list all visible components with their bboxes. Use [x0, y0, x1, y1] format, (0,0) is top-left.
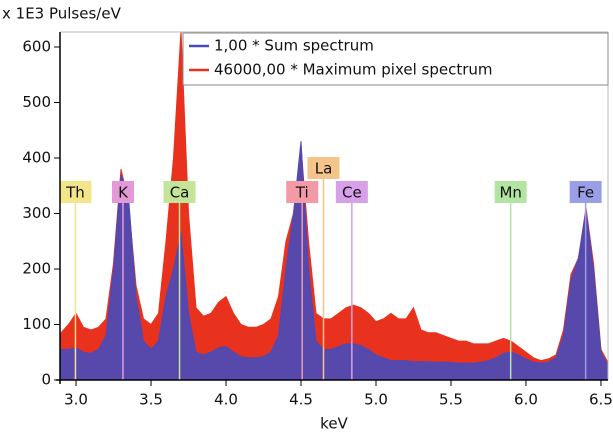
element-label: La — [315, 160, 333, 178]
y-tick-label: 300 — [22, 204, 51, 222]
y-axis-label: x 1E3 Pulses/eV — [2, 5, 122, 23]
element-label-box — [494, 181, 527, 203]
x-tick-label: 3.0 — [64, 391, 88, 409]
legend-label: 46000,00 * Maximum pixel spectrum — [214, 61, 493, 79]
x-tick-label: 6.0 — [514, 391, 538, 409]
x-tick-label: 5.0 — [364, 391, 388, 409]
element-label-box — [286, 181, 319, 203]
legend-label: 1,00 * Sum spectrum — [214, 37, 374, 55]
x-tick-label: 5.5 — [439, 391, 463, 409]
element-label-box — [163, 181, 196, 203]
element-label-box — [569, 181, 602, 203]
element-label: Fe — [577, 184, 594, 202]
element-label-box — [111, 181, 134, 203]
spectrum-area — [60, 141, 608, 380]
plot — [60, 32, 608, 380]
y-tick-label: 400 — [22, 148, 51, 166]
y-tick-label: 100 — [22, 315, 51, 333]
legend-box — [182, 32, 609, 86]
element-label: Th — [65, 184, 85, 202]
x-tick-label: 4.5 — [289, 391, 313, 409]
element-label: K — [118, 184, 129, 202]
element-label-box — [335, 181, 368, 203]
element-label: Ce — [342, 184, 362, 202]
legend: 1,00 * Sum spectrum 46000,00 * Maximum pi… — [182, 32, 609, 86]
element-label: Ti — [295, 184, 309, 202]
element-label-box — [59, 181, 92, 203]
y-tick-label: 500 — [22, 93, 51, 111]
x-axis-label: keV — [320, 415, 348, 433]
element-label: Mn — [499, 184, 521, 202]
x-tick-label: 4.0 — [214, 391, 238, 409]
element-label-box — [307, 157, 340, 179]
y-tick-label: 600 — [22, 37, 51, 55]
x-tick-label: 3.5 — [139, 391, 163, 409]
y-tick-label: 200 — [22, 259, 51, 277]
x-tick-label: 6.5 — [589, 391, 613, 409]
element-label: Ca — [170, 184, 190, 202]
y-tick-label: 0 — [41, 371, 51, 389]
